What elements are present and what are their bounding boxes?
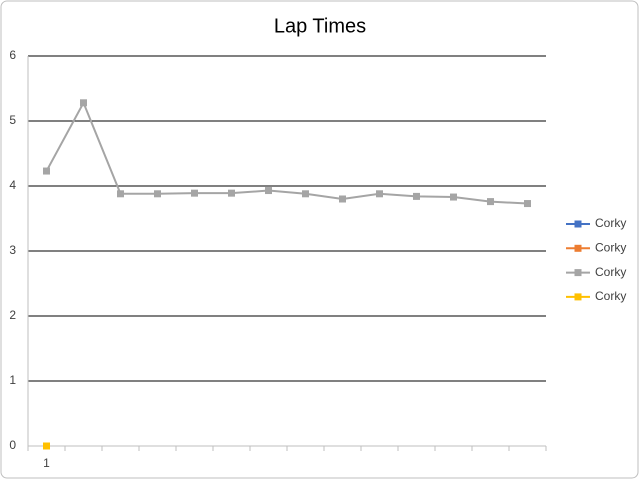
point	[302, 190, 309, 198]
point	[117, 190, 124, 198]
point	[450, 193, 457, 201]
legend-label: Corky	[595, 216, 626, 230]
point	[487, 198, 494, 206]
legend-label: Corky	[595, 289, 626, 303]
y-tick-label: 6	[9, 48, 16, 62]
y-tick-label: 1	[9, 373, 16, 387]
y-tick-label: 3	[9, 243, 16, 257]
legend-marker	[574, 293, 582, 301]
y-tick-label: 4	[9, 178, 16, 192]
chart-title: Lap Times	[274, 15, 366, 37]
point	[80, 99, 87, 107]
legend-label: Corky	[595, 240, 626, 254]
point	[191, 189, 198, 197]
point	[43, 167, 50, 175]
point	[376, 190, 383, 198]
legend-label: Corky	[595, 265, 626, 279]
series-line	[45, 100, 528, 205]
y-tick-label: 2	[9, 308, 16, 322]
point	[265, 187, 272, 195]
point	[413, 192, 420, 200]
legend-marker	[574, 269, 582, 277]
point	[228, 189, 235, 197]
y-tick-label: 5	[9, 113, 16, 127]
point	[43, 442, 50, 450]
x-tick-label: 1	[43, 456, 50, 470]
point	[524, 200, 531, 208]
legend-marker	[574, 244, 582, 252]
point	[154, 190, 161, 198]
y-tick-label: 0	[9, 438, 16, 452]
legend-marker	[574, 220, 582, 228]
point	[339, 195, 346, 203]
